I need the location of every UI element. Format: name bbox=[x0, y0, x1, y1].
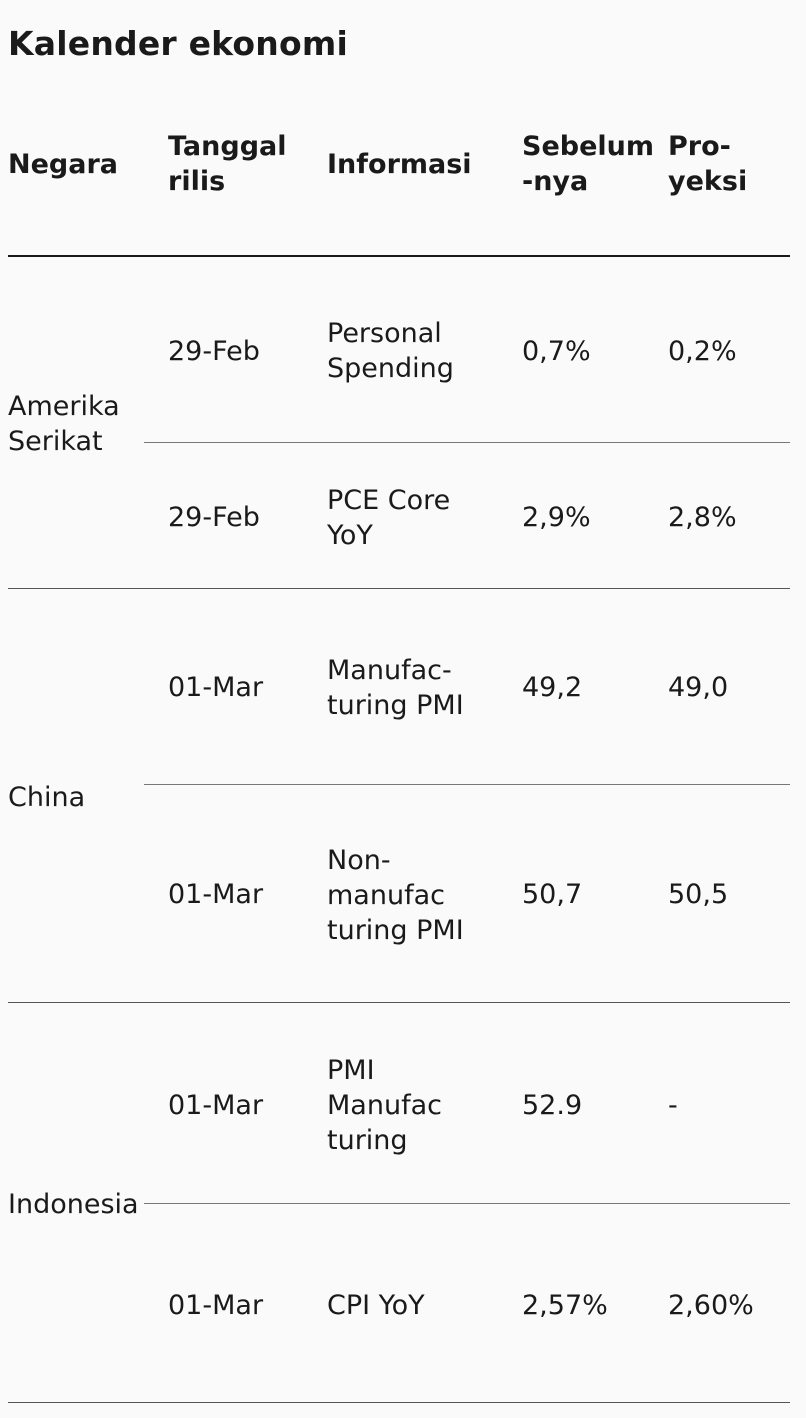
cell-previous: 50,7 bbox=[522, 879, 583, 910]
header-projection: Pro- yeksi bbox=[668, 131, 748, 197]
cell-info: Non- manufac turing PMI bbox=[327, 845, 464, 946]
group-country-label: Indonesia bbox=[8, 1189, 139, 1220]
cell-previous: 2,57% bbox=[522, 1290, 608, 1321]
cell-info: Manufac- turing PMI bbox=[327, 655, 464, 721]
group-country-label: China bbox=[8, 782, 86, 813]
cell-previous: 2,9% bbox=[522, 502, 591, 533]
cell-date: 29-Feb bbox=[168, 336, 260, 367]
header-previous: Sebelum -nya bbox=[522, 131, 655, 197]
header-release-date: Tanggal rilis bbox=[168, 131, 287, 197]
cell-projection: 49,0 bbox=[668, 672, 729, 703]
group-divider bbox=[8, 588, 790, 589]
cell-projection: - bbox=[668, 1090, 678, 1121]
cell-projection: 2,8% bbox=[668, 502, 737, 533]
group-divider bbox=[8, 1002, 790, 1003]
cell-info: Personal Spending bbox=[327, 318, 454, 384]
cell-info: PCE Core YoY bbox=[327, 485, 451, 551]
page-title: Kalender ekonomi bbox=[8, 24, 348, 63]
group-country-label: Amerika Serikat bbox=[8, 391, 120, 457]
cell-info: CPI YoY bbox=[327, 1290, 425, 1321]
cell-info: PMI Manufac turing bbox=[327, 1055, 442, 1156]
cell-date: 01-Mar bbox=[168, 879, 264, 910]
cell-projection: 50,5 bbox=[668, 879, 729, 910]
row-divider bbox=[144, 442, 790, 443]
header-country: Negara bbox=[8, 149, 118, 180]
cell-date: 01-Mar bbox=[168, 1290, 264, 1321]
header-info: Informasi bbox=[327, 149, 472, 180]
cell-previous: 49,2 bbox=[522, 672, 583, 703]
row-divider bbox=[144, 784, 790, 785]
cell-date: 01-Mar bbox=[168, 672, 264, 703]
cell-date: 01-Mar bbox=[168, 1090, 264, 1121]
table-bottom-divider bbox=[8, 1402, 790, 1403]
cell-projection: 2,60% bbox=[668, 1290, 754, 1321]
cell-previous: 0,7% bbox=[522, 336, 591, 367]
cell-projection: 0,2% bbox=[668, 336, 737, 367]
row-divider bbox=[144, 1203, 790, 1204]
cell-date: 29-Feb bbox=[168, 502, 260, 533]
cell-previous: 52.9 bbox=[522, 1090, 583, 1121]
header-divider bbox=[8, 255, 790, 257]
